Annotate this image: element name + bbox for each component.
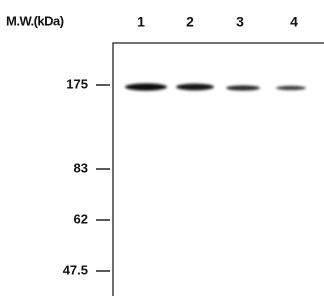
lane-label: 4 [290,14,298,30]
lane-label: 2 [186,14,194,30]
bands [125,83,306,90]
lane-label: 3 [236,14,244,30]
band [276,86,306,90]
western-blot: M.W.(kDa) 1 2 3 4 175 83 62 47.5 [0,0,324,296]
mw-header: M.W.(kDa) [6,13,64,28]
lane-label: 1 [137,14,145,30]
marker-label: 83 [74,160,88,175]
band [176,84,214,91]
blot-frame [113,43,324,296]
band [226,85,260,90]
marker-label: 62 [74,211,88,226]
band [125,83,167,90]
page: {"header": {"title": "M.W.(kDa)", "lanes… [0,0,324,296]
marker-label: 175 [66,76,88,91]
marker-label: 47.5 [63,262,88,277]
